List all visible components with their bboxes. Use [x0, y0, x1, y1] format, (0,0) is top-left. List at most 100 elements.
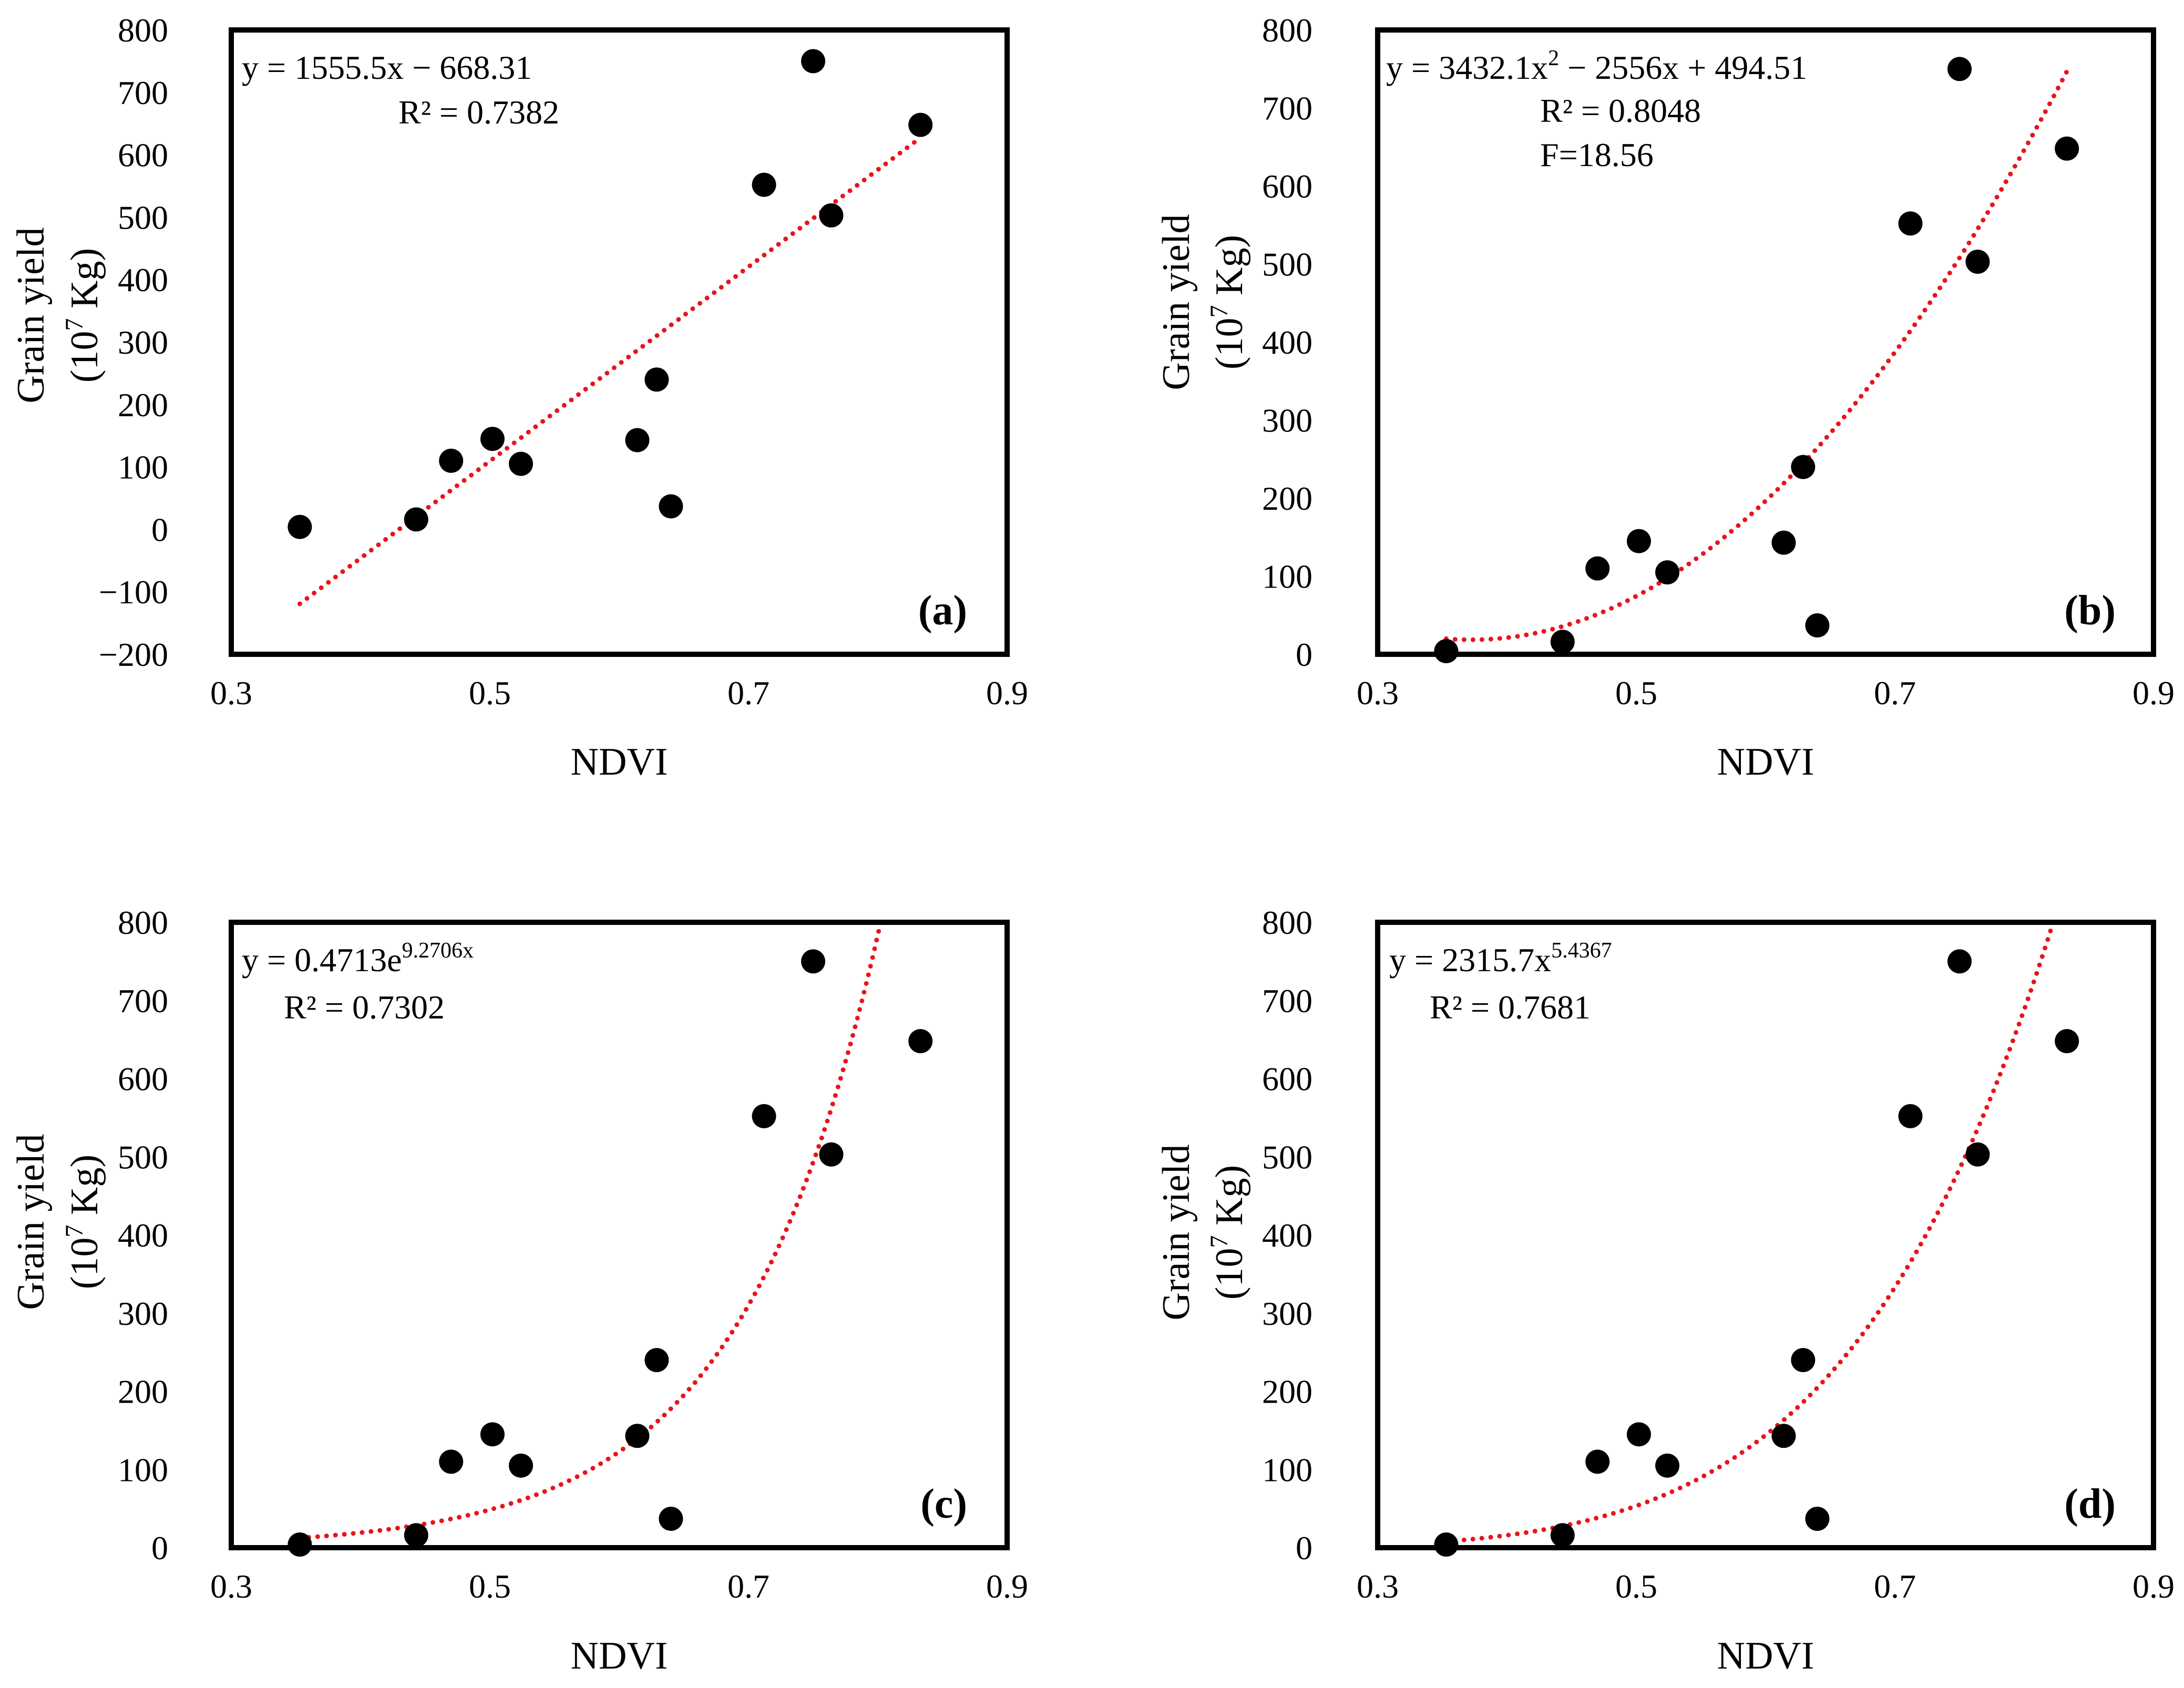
- y-tick-label: 800: [118, 904, 168, 941]
- plot-frame: [229, 27, 1010, 657]
- data-point: [480, 427, 505, 451]
- chart-panel-a: 800 700 600 500 400 300 200 100 0 −100 −200 0.3 0.5 0…: [9, 12, 1028, 784]
- data-point: [288, 1532, 312, 1557]
- data-point: [439, 1449, 464, 1474]
- data-point: [509, 1453, 534, 1478]
- data-point: [1965, 1142, 1990, 1167]
- data-point: [659, 494, 683, 519]
- x-tick-label: 0.9: [986, 674, 1028, 712]
- data-point: [1965, 250, 1990, 274]
- trendline: [297, 922, 884, 1540]
- data-point: [801, 949, 825, 974]
- y-tick-label: 200: [118, 386, 168, 424]
- data-point: [1434, 639, 1459, 664]
- x-tick-label: 0.3: [210, 1568, 252, 1605]
- y-tick-label: 300: [1262, 402, 1313, 439]
- y-axis-label: Grain yield: [9, 1134, 53, 1310]
- y-tick-label: 0: [1296, 1529, 1313, 1567]
- y-tick-label: 800: [1262, 904, 1313, 941]
- data-point: [1771, 530, 1796, 555]
- data-point: [1434, 1532, 1459, 1557]
- data-point: [819, 1142, 844, 1167]
- y-tick-label: 300: [1262, 1295, 1313, 1332]
- y-tick-label: 700: [118, 74, 168, 111]
- data-point: [801, 49, 825, 74]
- y-axis-unit-label: (107 Kg): [60, 248, 106, 383]
- data-point: [1791, 455, 1816, 479]
- data-point: [819, 203, 844, 228]
- data-point: [404, 507, 428, 532]
- panel-label: (d): [2064, 1481, 2116, 1527]
- x-tick-label: 0.7: [1874, 1568, 1916, 1605]
- data-point: [644, 367, 669, 392]
- trendline-equation: y = 1555.5x − 668.31: [242, 49, 532, 86]
- data-point: [1626, 1422, 1651, 1447]
- y-tick-label: 100: [118, 1451, 168, 1488]
- data-point: [1947, 949, 1972, 974]
- x-tick-label: 0.3: [1357, 674, 1399, 712]
- y-tick-label: 200: [1262, 480, 1313, 517]
- y-tick-label: 300: [118, 1295, 168, 1332]
- panel-label: (c): [920, 1481, 967, 1527]
- data-point: [439, 448, 464, 473]
- data-point: [1791, 1348, 1816, 1372]
- chart-panel-c: 800 700 600 500 400 300 200 100 0 0.3 0.5 0.7 0.9 NDV…: [9, 904, 1028, 1677]
- stat-annotation: R² = 0.8048: [1540, 92, 1701, 129]
- data-point: [1585, 556, 1610, 581]
- data-point: [1585, 1449, 1610, 1474]
- trendline-equation: y = 0.4713e9.2706x: [242, 939, 474, 979]
- y-tick-label: −100: [99, 573, 168, 611]
- trendline: [1443, 69, 2069, 642]
- stat-annotation: F=18.56: [1540, 136, 1654, 173]
- data-point: [1626, 529, 1651, 553]
- data-point: [404, 1523, 428, 1548]
- y-tick-label: 400: [1262, 1217, 1313, 1254]
- x-axis-label: NDVI: [1717, 1634, 1814, 1677]
- x-axis-label: NDVI: [571, 1634, 668, 1677]
- y-tick-label: 600: [118, 1061, 168, 1098]
- y-tick-label: 200: [1262, 1373, 1313, 1411]
- y-axis-unit-label: (107 Kg): [1205, 1165, 1251, 1300]
- x-tick-label: 0.5: [469, 1568, 511, 1605]
- x-tick-label: 0.7: [727, 674, 770, 712]
- plot-frame: [229, 920, 1010, 1550]
- data-point: [1655, 1453, 1680, 1478]
- chart-panel-b: 800 700 600 500 400 300 200 100 0 0.3 0.5 0.7 0.9 NDV…: [1155, 12, 2175, 784]
- y-tick-label: 100: [118, 449, 168, 486]
- data-point: [752, 1104, 776, 1128]
- x-tick-label: 0.9: [2132, 674, 2175, 712]
- x-tick-label: 0.7: [727, 1568, 770, 1605]
- y-tick-label: 500: [1262, 246, 1313, 283]
- plot-frame: [1375, 920, 2156, 1550]
- y-tick-label: 600: [1262, 168, 1313, 205]
- trendline-equation: y = 3432.1x2 − 2556x + 494.51: [1386, 46, 1807, 86]
- y-tick-label: 600: [1262, 1061, 1313, 1098]
- data-point: [625, 1424, 650, 1448]
- y-tick-label: 0: [151, 511, 168, 548]
- y-tick-label: 500: [118, 1138, 168, 1176]
- y-tick-label: 400: [118, 1217, 168, 1254]
- data-point: [659, 1506, 683, 1531]
- y-tick-label: 800: [1262, 12, 1313, 49]
- stat-annotation: R² = 0.7681: [1430, 989, 1591, 1026]
- x-tick-label: 0.5: [1615, 674, 1657, 712]
- data-point: [908, 112, 933, 137]
- y-tick-label: 0: [1296, 636, 1313, 673]
- data-point: [1805, 1506, 1830, 1531]
- trendline: [1443, 922, 2056, 1544]
- data-point: [1898, 211, 1923, 236]
- data-point: [1947, 57, 1972, 81]
- y-tick-label: 700: [1262, 90, 1313, 127]
- data-point: [2055, 136, 2079, 161]
- y-axis-label: Grain yield: [1155, 1145, 1198, 1321]
- x-axis-label: NDVI: [1717, 740, 1814, 784]
- x-axis-label: NDVI: [571, 740, 668, 784]
- y-tick-label: 100: [1262, 1451, 1313, 1488]
- y-tick-label: −200: [99, 636, 168, 673]
- data-point: [509, 451, 534, 476]
- x-tick-label: 0.9: [2132, 1568, 2175, 1605]
- plot-frame: [1375, 27, 2156, 657]
- y-tick-label: 700: [1262, 982, 1313, 1020]
- data-point: [288, 514, 312, 539]
- trendline-equation: y = 2315.7x5.4367: [1389, 939, 1612, 979]
